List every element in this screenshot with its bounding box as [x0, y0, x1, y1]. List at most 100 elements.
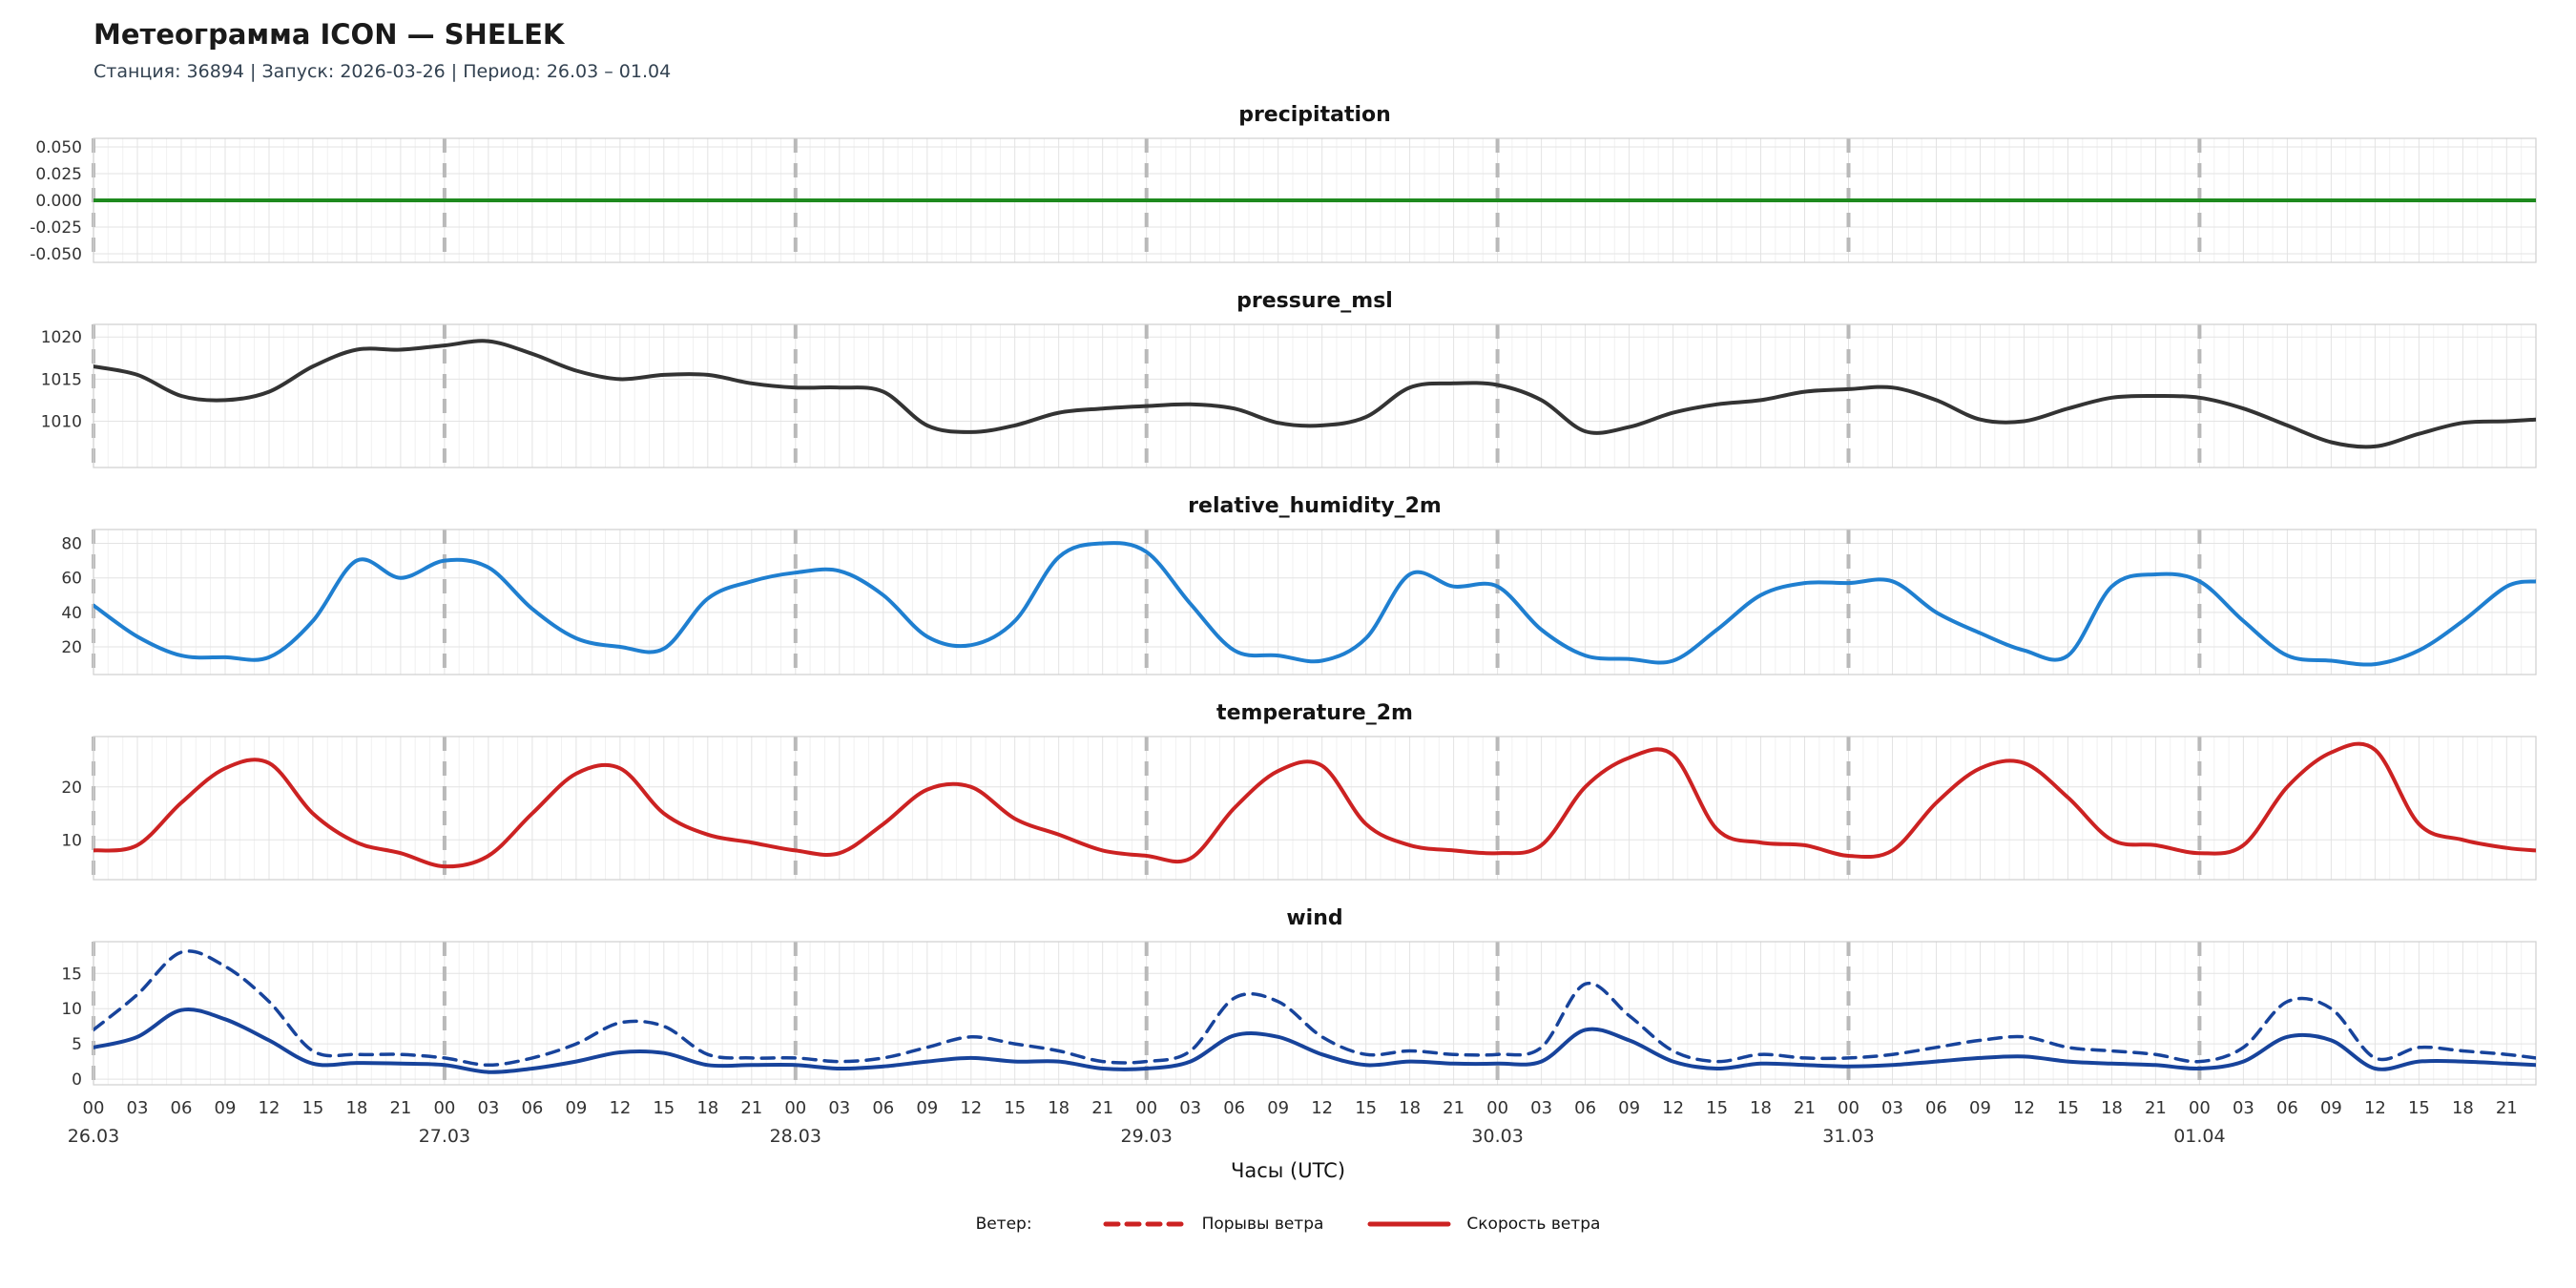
chart-title-precipitation: precipitation	[1238, 103, 1391, 128]
svg-text:03: 03	[127, 1098, 149, 1118]
svg-text:0: 0	[72, 1070, 82, 1090]
chart-plot-pressure: 1010 1015 1020	[41, 323, 2537, 468]
page-title: Метеограмма ICON — SHELEK	[93, 18, 565, 51]
svg-text:15: 15	[1355, 1098, 1377, 1118]
svg-text:03: 03	[477, 1098, 499, 1118]
svg-text:20: 20	[61, 638, 82, 657]
legend-speed-label: Скорость ветра	[1466, 1215, 1601, 1235]
svg-text:21: 21	[740, 1098, 762, 1118]
svg-text:28.03: 28.03	[770, 1126, 821, 1147]
svg-text:12: 12	[259, 1098, 280, 1118]
svg-text:18: 18	[2452, 1098, 2474, 1118]
svg-text:-0.050: -0.050	[30, 245, 82, 264]
speed-line-swatch	[1367, 1221, 1451, 1227]
svg-text:12: 12	[960, 1098, 982, 1118]
svg-text:18: 18	[345, 1098, 367, 1118]
header: Метеограмма ICON — SHELEK Станция: 36894…	[0, 0, 2576, 84]
svg-text:18: 18	[696, 1098, 718, 1118]
svg-text:27.03: 27.03	[419, 1126, 470, 1147]
chart-block-pressure: pressure_msl 1010 1015 1020	[0, 289, 2576, 475]
svg-text:03: 03	[2233, 1098, 2254, 1118]
svg-text:1020: 1020	[41, 329, 82, 348]
svg-text:00: 00	[1838, 1098, 1859, 1118]
chart-block-precipitation: precipitation -0.050 -0.025 0.000 0.025 0.05…	[0, 103, 2576, 270]
svg-text:00: 00	[1135, 1098, 1157, 1118]
svg-text:18: 18	[1750, 1098, 1772, 1118]
svg-text:0.000: 0.000	[35, 192, 82, 211]
chart-plot-humidity: 20 40 60 80	[61, 529, 2537, 675]
chart-title-pressure: pressure_msl	[1236, 289, 1393, 314]
svg-text:80: 80	[61, 535, 82, 554]
svg-text:03: 03	[1530, 1098, 1552, 1118]
chart-block-humidity: relative_humidity_2m 20 40 60 80	[0, 494, 2576, 682]
svg-text:18: 18	[1048, 1098, 1070, 1118]
run-info: Станция: 36894 | Запуск: 2026-03-26 | Пе…	[93, 61, 672, 83]
svg-text:03: 03	[1179, 1098, 1201, 1118]
svg-text:09: 09	[1618, 1098, 1640, 1118]
svg-text:0.050: 0.050	[35, 138, 82, 157]
svg-text:26.03: 26.03	[68, 1126, 119, 1147]
svg-text:15: 15	[2057, 1098, 2079, 1118]
svg-text:00: 00	[784, 1098, 806, 1118]
svg-text:09: 09	[565, 1098, 587, 1118]
x-axis: 00 03 06 09 12 15 18 21 26.03 00 03 06 09 12 15 18 21 27.…	[68, 1098, 2518, 1147]
svg-text:15: 15	[1706, 1098, 1728, 1118]
svg-text:09: 09	[1267, 1098, 1289, 1118]
svg-text:09: 09	[1969, 1098, 1991, 1118]
svg-text:31.03: 31.03	[1822, 1126, 1874, 1147]
svg-text:00: 00	[433, 1098, 455, 1118]
svg-text:00: 00	[2189, 1098, 2211, 1118]
svg-text:03: 03	[1881, 1098, 1903, 1118]
svg-text:18: 18	[1399, 1098, 1421, 1118]
svg-text:15: 15	[301, 1098, 323, 1118]
x-axis-label: Часы (UTC)	[1230, 1159, 1346, 1183]
gusts-line-swatch	[1103, 1221, 1187, 1227]
chart-title-wind: wind	[1286, 906, 1343, 931]
svg-text:06: 06	[1223, 1098, 1245, 1118]
svg-text:0.025: 0.025	[35, 165, 82, 184]
chart-plot-precipitation: -0.050 -0.025 0.000 0.025 0.050	[30, 137, 2537, 264]
svg-text:-0.025: -0.025	[30, 218, 82, 238]
svg-text:12: 12	[1311, 1098, 1333, 1118]
svg-text:06: 06	[171, 1098, 193, 1118]
svg-text:06: 06	[2276, 1098, 2298, 1118]
svg-text:21: 21	[1794, 1098, 1816, 1118]
svg-text:09: 09	[2320, 1098, 2342, 1118]
chart-title-humidity: relative_humidity_2m	[1188, 494, 1442, 519]
svg-text:01.04: 01.04	[2173, 1126, 2225, 1147]
svg-text:06: 06	[1574, 1098, 1596, 1118]
svg-text:30.03: 30.03	[1471, 1126, 1523, 1147]
meteogram-page: Метеограмма ICON — SHELEK Станция: 36894…	[0, 0, 2576, 1234]
svg-text:09: 09	[215, 1098, 237, 1118]
legend-gusts-label: Порывы ветра	[1201, 1215, 1324, 1235]
chart-title-temperature: temperature_2m	[1216, 701, 1413, 726]
svg-text:15: 15	[1004, 1098, 1026, 1118]
svg-text:21: 21	[1091, 1098, 1113, 1118]
chart-plot-temperature: 10 20	[61, 736, 2537, 881]
chart-block-wind: wind 0 5 10 15	[0, 906, 2576, 1092]
svg-text:29.03: 29.03	[1120, 1126, 1172, 1147]
svg-text:5: 5	[72, 1035, 82, 1054]
svg-text:20: 20	[61, 779, 82, 798]
svg-text:06: 06	[1925, 1098, 1947, 1118]
svg-text:21: 21	[389, 1098, 411, 1118]
svg-text:15: 15	[2408, 1098, 2430, 1118]
svg-text:00: 00	[83, 1098, 105, 1118]
svg-text:10: 10	[61, 1001, 82, 1020]
svg-text:12: 12	[1662, 1098, 1684, 1118]
svg-text:15: 15	[61, 966, 82, 985]
svg-text:21: 21	[2145, 1098, 2167, 1118]
legend-item-gusts: Порывы ветра	[1103, 1215, 1324, 1235]
svg-text:06: 06	[872, 1098, 894, 1118]
svg-text:1015: 1015	[41, 371, 82, 390]
svg-text:10: 10	[61, 832, 82, 851]
svg-text:03: 03	[828, 1098, 850, 1118]
svg-text:12: 12	[2013, 1098, 2035, 1118]
svg-text:40: 40	[61, 604, 82, 623]
svg-text:12: 12	[609, 1098, 631, 1118]
svg-text:21: 21	[2496, 1098, 2518, 1118]
legend-item-speed: Скорость ветра	[1367, 1215, 1600, 1234]
chart-block-temperature: temperature_2m 10 20	[0, 701, 2576, 887]
wind-legend: Ветер: Порывы ветра Скорость ветра	[0, 1215, 2576, 1234]
svg-text:00: 00	[1486, 1098, 1508, 1118]
